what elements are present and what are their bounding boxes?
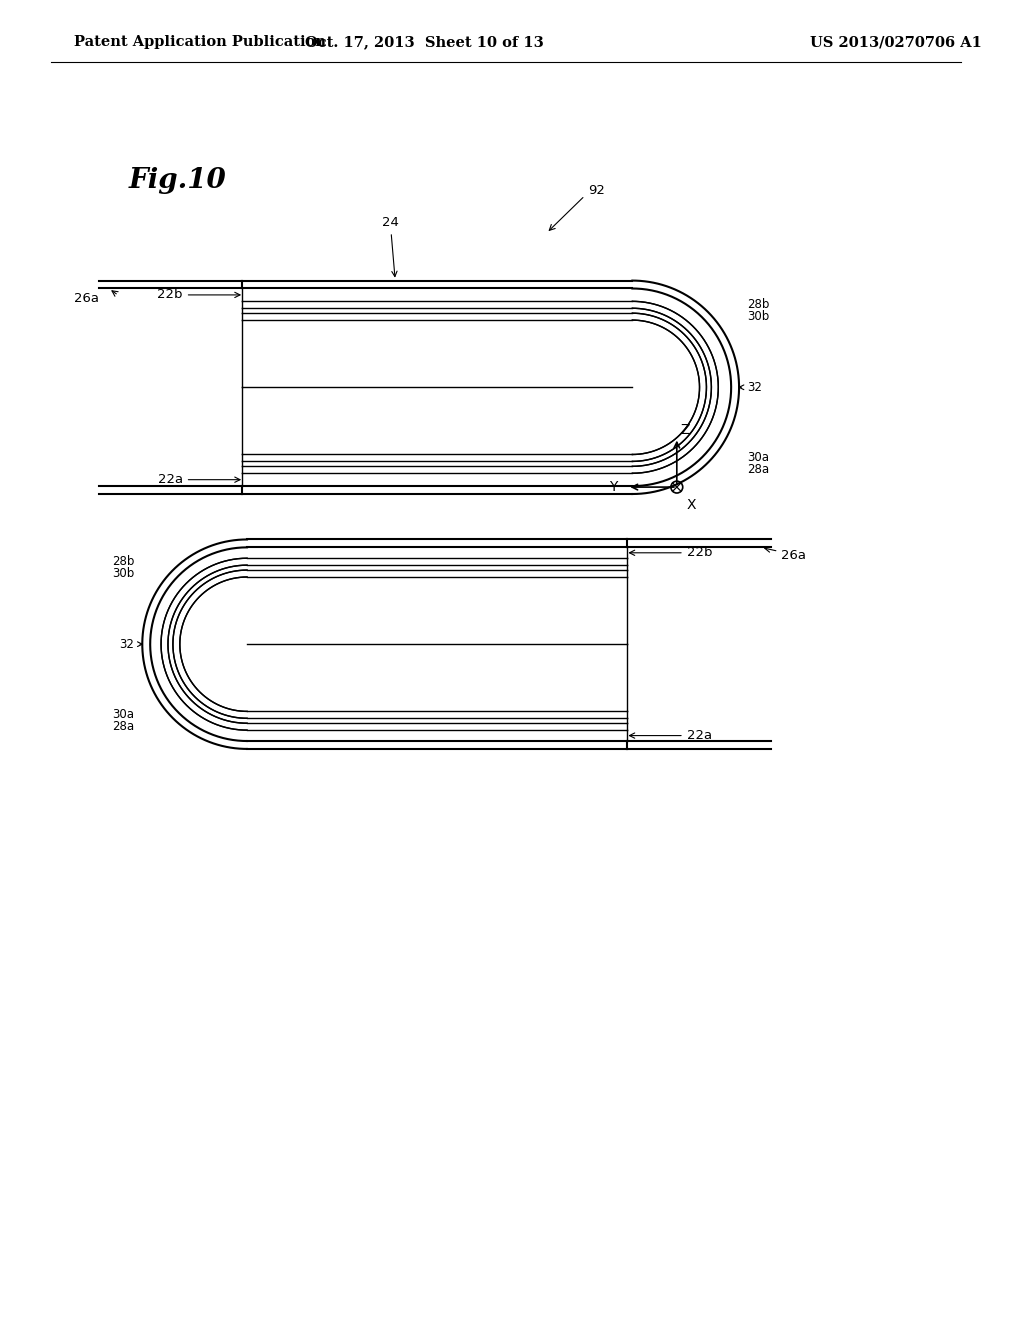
Text: 32: 32: [120, 638, 142, 651]
Text: 26a: 26a: [74, 293, 99, 305]
Text: 92: 92: [588, 185, 605, 197]
Text: 28b: 28b: [746, 298, 769, 312]
Text: 28a: 28a: [113, 721, 134, 733]
Text: 26a: 26a: [780, 549, 806, 562]
Text: 24: 24: [382, 216, 398, 277]
Text: 30b: 30b: [112, 568, 134, 579]
Text: 22b: 22b: [158, 288, 240, 301]
Text: 28b: 28b: [112, 556, 134, 568]
Text: 30a: 30a: [746, 451, 769, 465]
Text: Z: Z: [681, 422, 690, 437]
Text: 30a: 30a: [113, 709, 134, 721]
Text: Fig.10: Fig.10: [128, 168, 226, 194]
Text: 32: 32: [739, 380, 762, 393]
Text: US 2013/0270706 A1: US 2013/0270706 A1: [810, 36, 982, 49]
Text: Oct. 17, 2013  Sheet 10 of 13: Oct. 17, 2013 Sheet 10 of 13: [305, 36, 544, 49]
Text: 22a: 22a: [630, 729, 712, 742]
Text: 28a: 28a: [746, 463, 769, 477]
Text: Patent Application Publication: Patent Application Publication: [74, 36, 326, 49]
Text: 22b: 22b: [630, 546, 713, 560]
Text: X: X: [687, 498, 696, 512]
Text: 22a: 22a: [158, 473, 240, 486]
Text: 30b: 30b: [746, 310, 769, 323]
Text: Y: Y: [609, 480, 617, 494]
